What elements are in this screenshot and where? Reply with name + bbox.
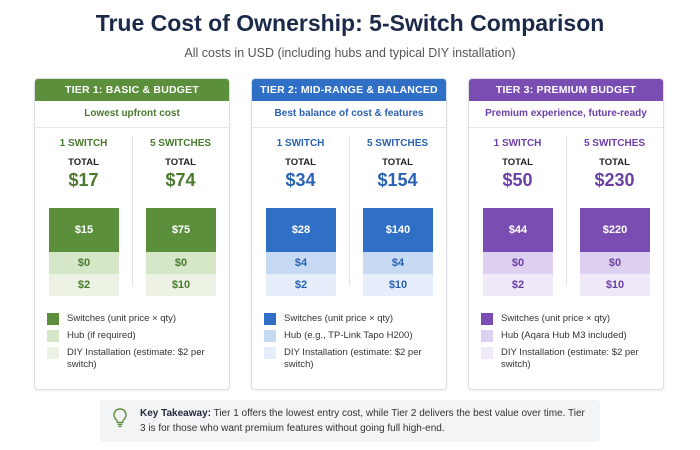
total-value: $17 [68,170,99,190]
stacked-bar: $75 $0 $10 [146,208,216,296]
bar-segment-hub: $4 [266,252,336,274]
tier-header: TIER 3: PREMIUM BUDGET [469,79,663,101]
column-five-switches: 5 SWITCHES TOTAL $230 $220 $0 $10 [566,128,663,298]
legend: Switches (unit price × qty) Hub (e.g., TP… [264,313,442,376]
tier-header: TIER 1: BASIC & BUDGET [35,79,229,101]
stacked-bar: $28 $4 $2 [266,208,336,296]
legend-label: Switches (unit price × qty) [501,313,611,324]
bar-segment-install: $2 [266,274,336,296]
legend-item-hub: Hub (if required) [47,330,225,342]
legend-label: Hub (if required) [67,330,136,341]
column-label: 1 SWITCH [493,138,542,149]
legend-label: DIY Installation (estimate: $2 per switc… [284,347,422,370]
tier-panel-3: TIER 3: PREMIUM BUDGET Premium experience… [468,78,664,390]
tier-panel-2: TIER 2: MID-RANGE & BALANCED Best balance… [251,78,447,390]
column-label: 5 SWITCHES [149,138,212,149]
column-five-switches: 5 SWITCHES TOTAL $154 $140 $4 $10 [349,128,446,298]
column-one-switch: 1 SWITCH TOTAL $17 $15 $0 $2 [35,128,132,298]
chart-subtitle: All costs in USD (including hubs and typ… [184,46,516,60]
tier-tagline: Premium experience, future-ready [469,101,663,128]
legend-item-switches: Switches (unit price × qty) [481,313,659,325]
column-one-switch: 1 SWITCH TOTAL $34 $28 $4 $2 [252,128,349,298]
bar-segment-install: $10 [146,274,216,296]
bar-segment-hub: $4 [363,252,433,274]
column-divider [566,136,567,286]
tier-columns: 1 SWITCH TOTAL $17 $15 $0 $2 5 SWITCHES TOTAL $7… [35,128,229,298]
bar-segment-install: $10 [363,274,433,296]
tier-panel-1: TIER 1: BASIC & BUDGET Lowest upfront cos… [34,78,230,390]
bar-segment-install: $10 [580,274,650,296]
stacked-bar: $44 $0 $2 [483,208,553,296]
legend-label: DIY Installation (estimate: $2 per switc… [501,347,639,370]
column-divider [349,136,350,286]
legend-swatch [264,330,276,342]
legend-swatch [264,313,276,325]
legend-item-switches: Switches (unit price × qty) [264,313,442,325]
bar-segment-hub: $0 [483,252,553,274]
total-label: TOTAL [165,157,196,168]
legend-swatch [264,347,276,359]
column-label: 5 SWITCHES [366,138,429,149]
legend-item-install: DIY Installation (estimate: $2 per switc… [47,347,225,371]
legend-item-install: DIY Installation (estimate: $2 per switc… [264,347,442,371]
legend-label: Switches (unit price × qty) [67,313,177,324]
total-value: $50 [502,170,533,190]
legend-item-hub: Hub (e.g., TP-Link Tapo H200) [264,330,442,342]
tier-columns: 1 SWITCH TOTAL $34 $28 $4 $2 5 SWITCHES TOTAL $1… [252,128,446,298]
legend: Switches (unit price × qty) Hub (if requi… [47,313,225,376]
takeaway-label: Key Takeaway: [140,408,211,419]
column-label: 1 SWITCH [59,138,108,149]
legend-label: Hub (e.g., TP-Link Tapo H200) [284,330,413,341]
column-divider [132,136,133,286]
legend-swatch [481,330,493,342]
bar-segment-switches: $44 [483,208,553,252]
total-value: $230 [594,170,635,190]
takeaway-text: Tier 1 offers the lowest entry cost, whi… [140,408,585,434]
total-value: $74 [165,170,196,190]
bar-segment-switches: $75 [146,208,216,252]
total-label: TOTAL [382,157,413,168]
bar-segment-switches: $140 [363,208,433,252]
key-takeaway-box: Key Takeaway: Tier 1 offers the lowest e… [100,400,600,442]
bar-segment-hub: $0 [49,252,119,274]
total-label: TOTAL [68,157,99,168]
column-label: 5 SWITCHES [583,138,646,149]
legend-swatch [481,313,493,325]
total-value: $154 [377,170,418,190]
legend-swatch [47,347,59,359]
legend-swatch [47,330,59,342]
tier-columns: 1 SWITCH TOTAL $50 $44 $0 $2 5 SWITCHES TOTAL $2… [469,128,663,298]
column-five-switches: 5 SWITCHES TOTAL $74 $75 $0 $10 [132,128,229,298]
total-label: TOTAL [502,157,533,168]
legend-label: Switches (unit price × qty) [284,313,394,324]
stacked-bar: $220 $0 $10 [580,208,650,296]
legend-item-install: DIY Installation (estimate: $2 per switc… [481,347,659,371]
bar-segment-switches: $220 [580,208,650,252]
bar-segment-switches: $28 [266,208,336,252]
bar-segment-hub: $0 [146,252,216,274]
legend-label: Hub (Aqara Hub M3 included) [501,330,627,341]
legend-swatch [481,347,493,359]
chart-title: True Cost of Ownership: 5-Switch Compari… [95,10,605,36]
total-label: TOTAL [599,157,630,168]
stacked-bar: $140 $4 $10 [363,208,433,296]
legend-item-hub: Hub (Aqara Hub M3 included) [481,330,659,342]
tier-header: TIER 2: MID-RANGE & BALANCED [252,79,446,101]
bar-segment-hub: $0 [580,252,650,274]
bar-segment-switches: $15 [49,208,119,252]
bar-segment-install: $2 [483,274,553,296]
column-label: 1 SWITCH [276,138,325,149]
legend-item-switches: Switches (unit price × qty) [47,313,225,325]
column-one-switch: 1 SWITCH TOTAL $50 $44 $0 $2 [469,128,566,298]
lightbulb-icon [113,408,127,428]
total-value: $34 [285,170,316,190]
tier-tagline: Best balance of cost & features [252,101,446,128]
stacked-bar: $15 $0 $2 [49,208,119,296]
legend: Switches (unit price × qty) Hub (Aqara Hu… [481,313,659,376]
total-label: TOTAL [285,157,316,168]
bar-segment-install: $2 [49,274,119,296]
legend-swatch [47,313,59,325]
legend-label: DIY Installation (estimate: $2 per switc… [67,347,205,370]
tier-tagline: Lowest upfront cost [35,101,229,128]
